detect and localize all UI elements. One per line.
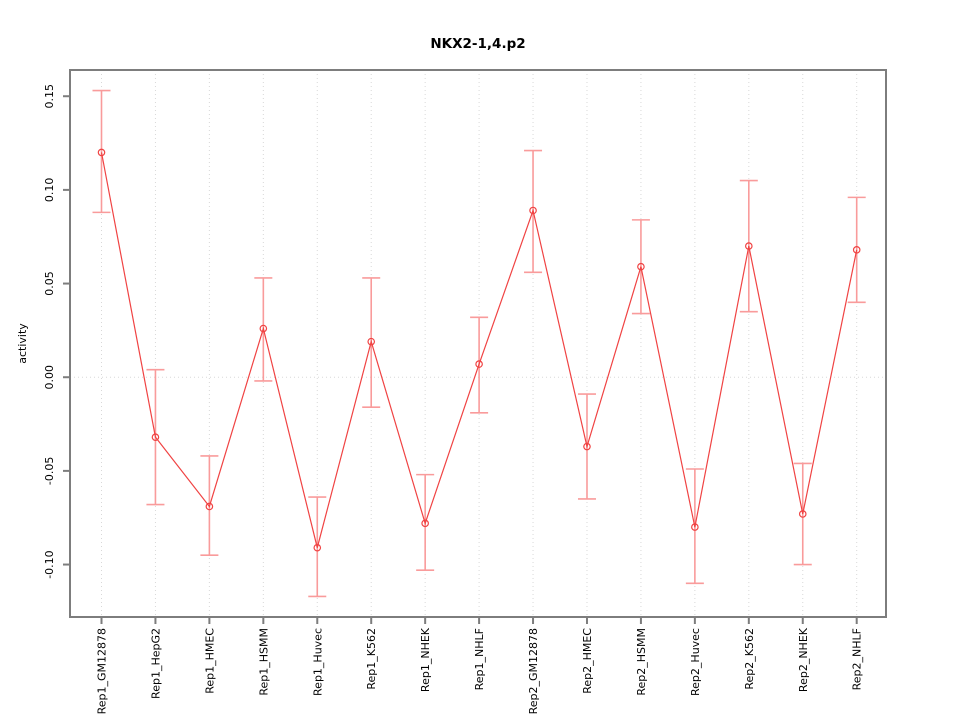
chart-title: NKX2-1,4.p2 <box>430 36 525 52</box>
data-point <box>798 510 807 518</box>
data-point <box>97 148 106 157</box>
x-tick-label: Rep1_NHLF <box>473 628 486 690</box>
data-point <box>637 262 645 271</box>
data-point <box>367 337 376 346</box>
y-tick-label: 0.10 <box>43 178 56 203</box>
y-tick-label: -0.05 <box>43 457 56 485</box>
x-tick-label: Rep1_Huvec <box>311 628 324 696</box>
data-point <box>313 543 322 552</box>
data-point <box>259 324 268 333</box>
data-point <box>852 246 861 254</box>
x-tick-label: Rep2_Huvec <box>689 628 702 696</box>
x-tick-label: Rep2_GM12878 <box>527 628 540 714</box>
y-tick-label: 0.15 <box>43 84 56 109</box>
x-tick-label: Rep2_HSMM <box>635 628 648 696</box>
x-tick-label: Rep2_NHLF <box>851 628 864 690</box>
x-tick-label: Rep1_HSMM <box>257 628 270 696</box>
y-tick-label: 0.00 <box>43 365 56 390</box>
plot-area: 0.15 0.10 0.05 0.00 -0.05 -0.10 Rep1_GM12878 Re… <box>43 69 887 714</box>
y-tick-label: 0.05 <box>43 271 56 296</box>
data-point <box>151 433 160 441</box>
x-tick-label: Rep1_NHEK <box>419 627 432 692</box>
data-point <box>691 523 699 531</box>
x-tick-label: Rep2_HMEC <box>581 628 594 694</box>
x-tick-label: Rep1_HepG2 <box>149 628 162 699</box>
plot-box <box>69 69 887 618</box>
data-point <box>205 502 214 511</box>
data-point <box>475 360 483 368</box>
y-axis-label: activity <box>16 323 29 364</box>
x-tick-label: Rep2_NHEK <box>797 627 810 692</box>
y-tick-label: -0.10 <box>43 550 56 578</box>
data-point <box>583 442 591 451</box>
x-tick-label: Rep1_GM12878 <box>96 628 109 714</box>
x-tick-label: Rep1_K562 <box>365 628 378 690</box>
x-tick-label: Rep2_K562 <box>743 628 756 690</box>
data-point <box>745 242 753 250</box>
x-tick-label: Rep1_HMEC <box>203 628 216 694</box>
data-point <box>529 206 537 215</box>
series-line <box>100 152 858 548</box>
data-point <box>421 519 429 528</box>
